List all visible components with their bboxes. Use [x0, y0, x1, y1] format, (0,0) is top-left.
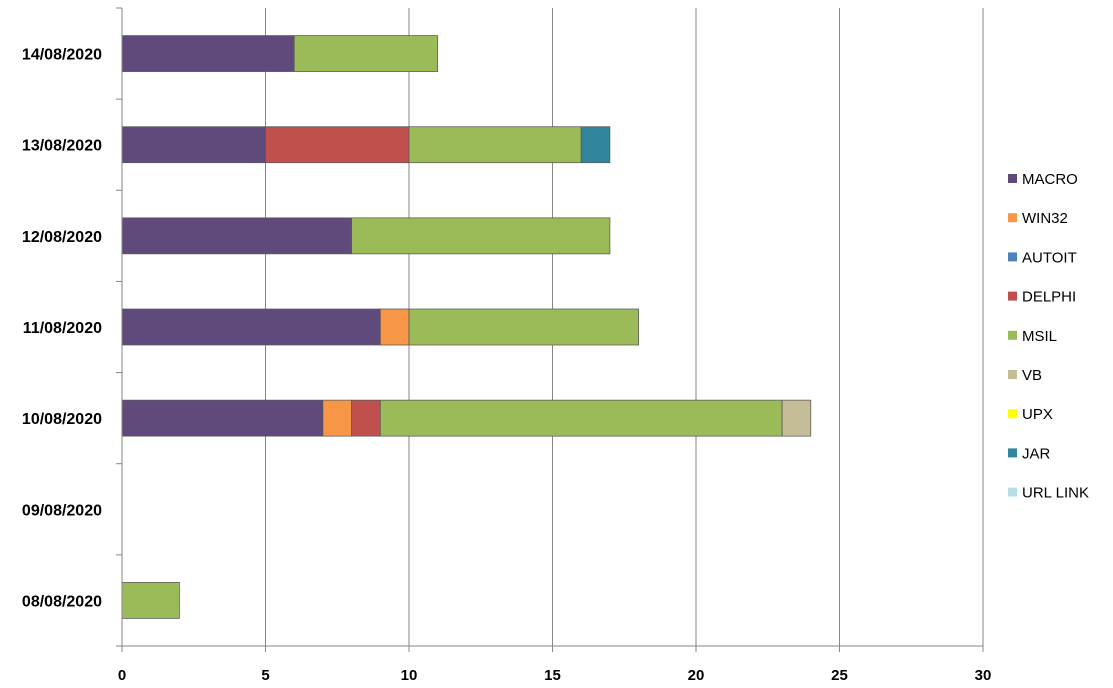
x-tick-label: 0: [118, 667, 126, 684]
bars-layer: [121, 35, 812, 619]
x-tick-label: 15: [544, 667, 561, 684]
bar-11/08/2020-win32: [379, 308, 410, 346]
x-tick-labels: 0 5 10 15 20 25 30: [118, 667, 992, 684]
x-tick-label: 5: [261, 667, 269, 684]
legend-swatch-autoit: [1008, 252, 1017, 262]
legend-label-msil: MSIL: [1022, 328, 1057, 345]
legend-label-url-link: URL LINK: [1022, 485, 1089, 502]
legend: MACRO WIN32 AUTOIT DELPHI MSIL VB UPX JAR URL LI…: [1008, 171, 1089, 502]
bar-10/08/2020-macro: [121, 399, 324, 437]
y-category-label: 14/08/2020: [22, 47, 102, 64]
y-category-label: 08/08/2020: [22, 593, 102, 610]
axes: [116, 7, 984, 652]
bar-13/08/2020-macro: [121, 126, 266, 164]
y-category-label: 12/08/2020: [22, 229, 102, 246]
bar-14/08/2020-macro: [121, 35, 295, 72]
bar-10/08/2020-win32: [322, 399, 352, 437]
legend-label-macro: MACRO: [1022, 171, 1078, 188]
bar-10/08/2020-delphi: [351, 399, 381, 437]
y-category-label: 13/08/2020: [22, 138, 102, 155]
legend-swatch-macro: [1008, 174, 1017, 183]
y-category-labels: 08/08/2020 09/08/2020 10/08/2020 11/08/2020…: [22, 47, 102, 611]
legend-swatch-win32: [1008, 213, 1017, 223]
bar-14/08/2020-msil: [293, 35, 439, 72]
bar-12/08/2020-msil: [351, 217, 611, 255]
x-tick-label: 25: [831, 667, 848, 684]
y-category-label: 09/08/2020: [22, 502, 102, 519]
legend-label-upx: UPX: [1022, 406, 1053, 423]
legend-label-autoit: AUTOIT: [1022, 249, 1077, 266]
legend-swatch-url-link: [1008, 487, 1017, 497]
bar-08/08/2020-msil: [121, 582, 180, 619]
bar-10/08/2020-vb: [781, 399, 812, 437]
bar-11/08/2020-macro: [121, 308, 381, 346]
legend-swatch-msil: [1008, 330, 1017, 340]
legend-label-jar: JAR: [1022, 445, 1051, 462]
bar-13/08/2020-jar: [580, 126, 611, 164]
legend-swatch-delphi: [1008, 291, 1017, 301]
legend-label-delphi: DELPHI: [1022, 289, 1076, 306]
x-tick-label: 20: [688, 667, 705, 684]
legend-label-win32: WIN32: [1022, 210, 1068, 227]
bar-11/08/2020-msil: [408, 308, 639, 346]
y-category-label: 11/08/2020: [23, 320, 102, 337]
legend-swatch-jar: [1008, 448, 1017, 458]
legend-label-vb: VB: [1022, 367, 1042, 384]
x-tick-label: 30: [975, 667, 992, 684]
bar-13/08/2020-msil: [408, 126, 582, 164]
bar-10/08/2020-msil: [379, 399, 783, 437]
x-tick-label: 10: [401, 667, 418, 684]
legend-swatch-vb: [1008, 370, 1017, 379]
legend-swatch-upx: [1008, 409, 1017, 419]
bar-13/08/2020-delphi: [265, 126, 410, 164]
bar-12/08/2020-macro: [121, 217, 352, 255]
y-category-label: 10/08/2020: [22, 411, 102, 428]
